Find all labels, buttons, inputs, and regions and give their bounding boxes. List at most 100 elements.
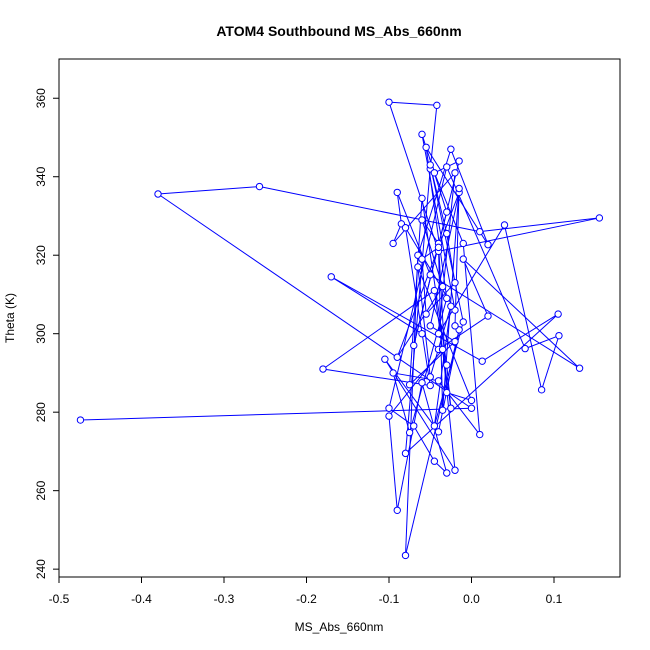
data-point <box>405 381 414 389</box>
series-segment <box>405 313 559 454</box>
series-segment <box>80 407 472 421</box>
data-point <box>438 406 447 414</box>
data-point <box>430 422 439 430</box>
data-point <box>443 388 451 397</box>
series-segment <box>541 335 560 390</box>
data-point <box>521 344 529 353</box>
data-point <box>405 428 414 437</box>
x-tick-label: 0.0 <box>463 592 480 606</box>
series-segment <box>392 372 411 433</box>
data-point <box>401 449 410 458</box>
series-segment <box>524 335 560 350</box>
chart-title: ATOM4 Southbound MS_Abs_660nm <box>216 23 461 39</box>
data-point <box>478 357 486 365</box>
data-point <box>467 396 476 405</box>
series-segment <box>446 365 452 409</box>
data-point <box>443 163 451 171</box>
series-segment <box>388 101 437 106</box>
data-point <box>500 221 509 229</box>
series-segment <box>462 258 489 317</box>
x-tick-label: -0.4 <box>131 592 152 606</box>
series-segment <box>405 255 419 556</box>
data-point <box>434 329 443 338</box>
series-segment <box>429 105 438 169</box>
series-segment <box>388 102 439 252</box>
data-point <box>443 361 451 369</box>
data-point <box>385 404 393 412</box>
data-point <box>443 469 451 477</box>
x-tick-label: -0.2 <box>296 592 317 606</box>
series-segment <box>396 192 402 224</box>
data-point <box>418 255 426 263</box>
series-segment <box>479 217 600 233</box>
data-point <box>319 365 327 373</box>
series-segment <box>433 172 464 244</box>
series-segment <box>417 266 431 377</box>
series-segment <box>429 164 464 323</box>
x-axis-label: MS_Abs_660nm <box>295 620 384 634</box>
data-point <box>459 318 467 326</box>
data-point <box>433 101 441 110</box>
data-point <box>393 188 401 197</box>
y-tick-label: 260 <box>34 480 48 500</box>
data-point <box>438 282 447 291</box>
series-segment <box>396 286 444 358</box>
series-segment <box>388 416 398 511</box>
y-tick-label: 280 <box>34 402 48 422</box>
x-tick-label: -0.1 <box>379 592 400 606</box>
series-segment <box>425 282 456 315</box>
series-segment <box>438 247 444 411</box>
series-segment <box>417 266 472 401</box>
data-point <box>426 161 434 169</box>
data-point <box>459 255 467 263</box>
series-segment <box>429 192 460 326</box>
series-segment <box>446 166 526 349</box>
data-point <box>451 278 459 287</box>
data-point <box>385 412 393 420</box>
series-segment <box>384 358 456 471</box>
data-point <box>430 457 439 465</box>
data-point <box>327 273 335 281</box>
data-point <box>434 428 443 436</box>
series-segment <box>438 172 456 334</box>
data-point <box>426 271 434 279</box>
data-point <box>255 182 264 191</box>
series-segment <box>157 186 260 195</box>
series-segment <box>330 276 423 335</box>
y-tick-label: 360 <box>34 88 48 108</box>
data-point <box>389 369 397 377</box>
data-point <box>451 322 459 330</box>
data-point <box>537 386 546 394</box>
series-segment <box>429 164 448 234</box>
data-point <box>455 184 463 193</box>
data-point <box>389 239 397 248</box>
data-point <box>451 169 459 177</box>
x-tick-label: -0.3 <box>214 592 235 606</box>
y-tick-label: 300 <box>34 323 48 343</box>
data-point <box>443 229 451 238</box>
data-point <box>430 286 439 295</box>
series-segment <box>438 315 489 350</box>
series-segment <box>446 233 456 283</box>
series-segment <box>421 259 427 315</box>
series-segment <box>421 333 439 350</box>
data-point <box>434 377 443 385</box>
series-segment <box>433 306 452 426</box>
series-segment <box>429 274 580 369</box>
data-point <box>467 404 476 412</box>
data-point <box>447 404 455 412</box>
data-point <box>451 337 459 346</box>
data-point <box>447 145 455 153</box>
data-point <box>476 227 484 236</box>
series-segment <box>405 168 431 454</box>
data-point <box>555 331 563 340</box>
data-point <box>430 169 439 177</box>
series-segment <box>392 172 456 244</box>
data-point <box>410 341 418 350</box>
data-point <box>393 353 401 361</box>
series-segment <box>322 368 431 386</box>
series-segment <box>322 290 435 370</box>
x-axis: -0.5 -0.4 -0.3 -0.2 -0.1 0.0 0.1 <box>49 576 563 606</box>
data-point <box>393 506 401 514</box>
